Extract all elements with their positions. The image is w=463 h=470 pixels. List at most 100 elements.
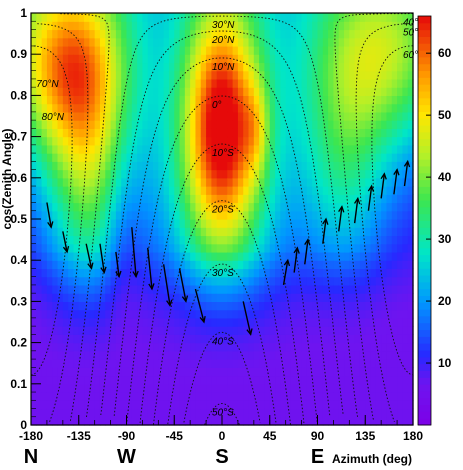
heatmap-cell — [375, 235, 382, 245]
heatmap-cell — [57, 219, 64, 228]
heatmap-cell — [99, 210, 106, 220]
arrow — [403, 161, 409, 187]
heatmap-cell — [99, 350, 106, 360]
heatmap-cell — [381, 276, 388, 286]
heatmap-cell — [296, 153, 303, 162]
heatmap-cell — [391, 416, 398, 426]
heatmap-cell — [375, 342, 382, 352]
heatmap-cell — [73, 350, 80, 360]
heatmap-cell — [243, 202, 250, 212]
heatmap-cell — [306, 235, 313, 245]
heatmap-cell — [344, 317, 350, 327]
heatmap-cell — [269, 309, 276, 319]
heatmap-cell — [275, 62, 281, 72]
heatmap-cell — [264, 268, 271, 278]
heatmap-cell — [158, 186, 165, 195]
heatmap-cell — [195, 54, 202, 64]
heatmap-cell — [290, 194, 297, 204]
heatmap-cell — [41, 210, 48, 220]
arrowhead — [304, 238, 311, 246]
curve-label: 40°N — [403, 18, 426, 29]
heatmap-cell — [354, 284, 361, 294]
heatmap-cell — [31, 317, 37, 327]
heatmap-cell — [386, 268, 393, 278]
heatmap-cell — [68, 95, 75, 105]
heatmap-cell — [248, 177, 255, 187]
heatmap-cell — [36, 70, 43, 80]
heatmap-cell — [105, 161, 112, 171]
heatmap-cell — [264, 375, 271, 385]
heatmap-cell — [402, 144, 409, 154]
heatmap-cell — [280, 400, 287, 410]
heatmap-cell — [216, 392, 223, 401]
heatmap-cell — [168, 416, 175, 426]
heatmap-cell — [349, 186, 356, 195]
heatmap-cell — [206, 334, 212, 344]
heatmap-cell — [259, 293, 266, 302]
axes: -180 -135 -90 -45 0 45 90 135 18000.10.20.30.40.… — [10, 6, 423, 468]
heatmap-cell — [121, 87, 128, 96]
heatmap-cell — [349, 268, 356, 278]
heatmap-cell — [110, 169, 117, 179]
heatmap-cell — [237, 326, 244, 335]
heatmap-cell — [105, 29, 112, 39]
heatmap-cell — [78, 186, 85, 195]
heatmap-cell — [200, 177, 207, 187]
heatmap-cell — [153, 392, 159, 401]
heatmap-cell — [41, 70, 48, 80]
heatmap-cell — [184, 128, 191, 138]
heatmap-cell — [73, 276, 80, 286]
heatmap-cell — [110, 29, 117, 39]
heatmap-cell — [237, 293, 244, 302]
heatmap-cell — [89, 375, 96, 385]
heatmap-cell — [105, 62, 112, 72]
heatmap-cell — [237, 383, 244, 393]
heatmap-cell — [115, 408, 122, 418]
heatmap-cell — [190, 309, 197, 319]
heatmap-cell — [73, 62, 80, 72]
heatmap-cell — [296, 29, 303, 39]
heatmap-cell — [206, 186, 212, 195]
heatmap-cell — [391, 400, 398, 410]
heatmap-cell — [190, 251, 197, 261]
heatmap-cell — [222, 227, 228, 237]
x-tick-label: 0 — [219, 429, 226, 443]
heatmap-cell — [121, 161, 128, 171]
heatmap-cell — [375, 128, 382, 138]
heatmap-cell — [84, 87, 90, 96]
heatmap-cell — [211, 177, 218, 187]
heatmap-cell — [168, 350, 175, 360]
arrowhead — [367, 184, 375, 192]
heatmap-cell — [365, 210, 372, 220]
heatmap-cell — [359, 210, 366, 220]
heatmap-cell — [397, 235, 403, 245]
heatmap-cell — [328, 235, 335, 245]
heatmap-cell — [36, 29, 43, 39]
heatmap-cell — [359, 194, 366, 204]
heatmap-cell — [312, 260, 319, 270]
heatmap-cell — [322, 62, 329, 72]
heatmap-cell — [52, 383, 59, 393]
heatmap-cell — [232, 268, 239, 278]
heatmap-cell — [211, 153, 218, 162]
heatmap-cell — [344, 87, 350, 96]
heatmap-cell — [354, 243, 361, 253]
heatmap-cell — [296, 78, 303, 88]
heatmap-cell — [115, 169, 122, 179]
heatmap-cell — [36, 400, 43, 410]
heatmap-cell — [121, 21, 128, 31]
heatmap-cell — [126, 383, 133, 393]
heatmap-cell — [407, 326, 414, 335]
heatmap-cell — [253, 111, 260, 121]
heatmap-cell — [338, 243, 345, 253]
heatmap-cell — [232, 219, 239, 228]
heatmap-cell — [232, 177, 239, 187]
heatmap-cell — [290, 202, 297, 212]
heatmap-cell — [301, 169, 308, 179]
heatmap-cell — [381, 153, 388, 162]
heatmap-cell — [280, 219, 287, 228]
heatmap-cell — [195, 153, 202, 162]
heatmap-cell — [333, 153, 340, 162]
heatmap-cell — [195, 219, 202, 228]
